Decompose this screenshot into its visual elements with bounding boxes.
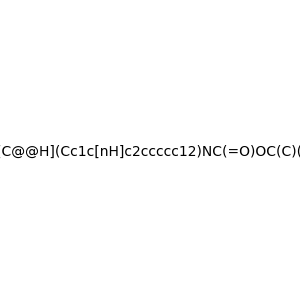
Text: O=C(O)[C@@H](Cc1c[nH]c2ccccc12)NC(=O)OC(C)(C)C12CC: O=C(O)[C@@H](Cc1c[nH]c2ccccc12)NC(=O)OC(…	[0, 145, 300, 158]
